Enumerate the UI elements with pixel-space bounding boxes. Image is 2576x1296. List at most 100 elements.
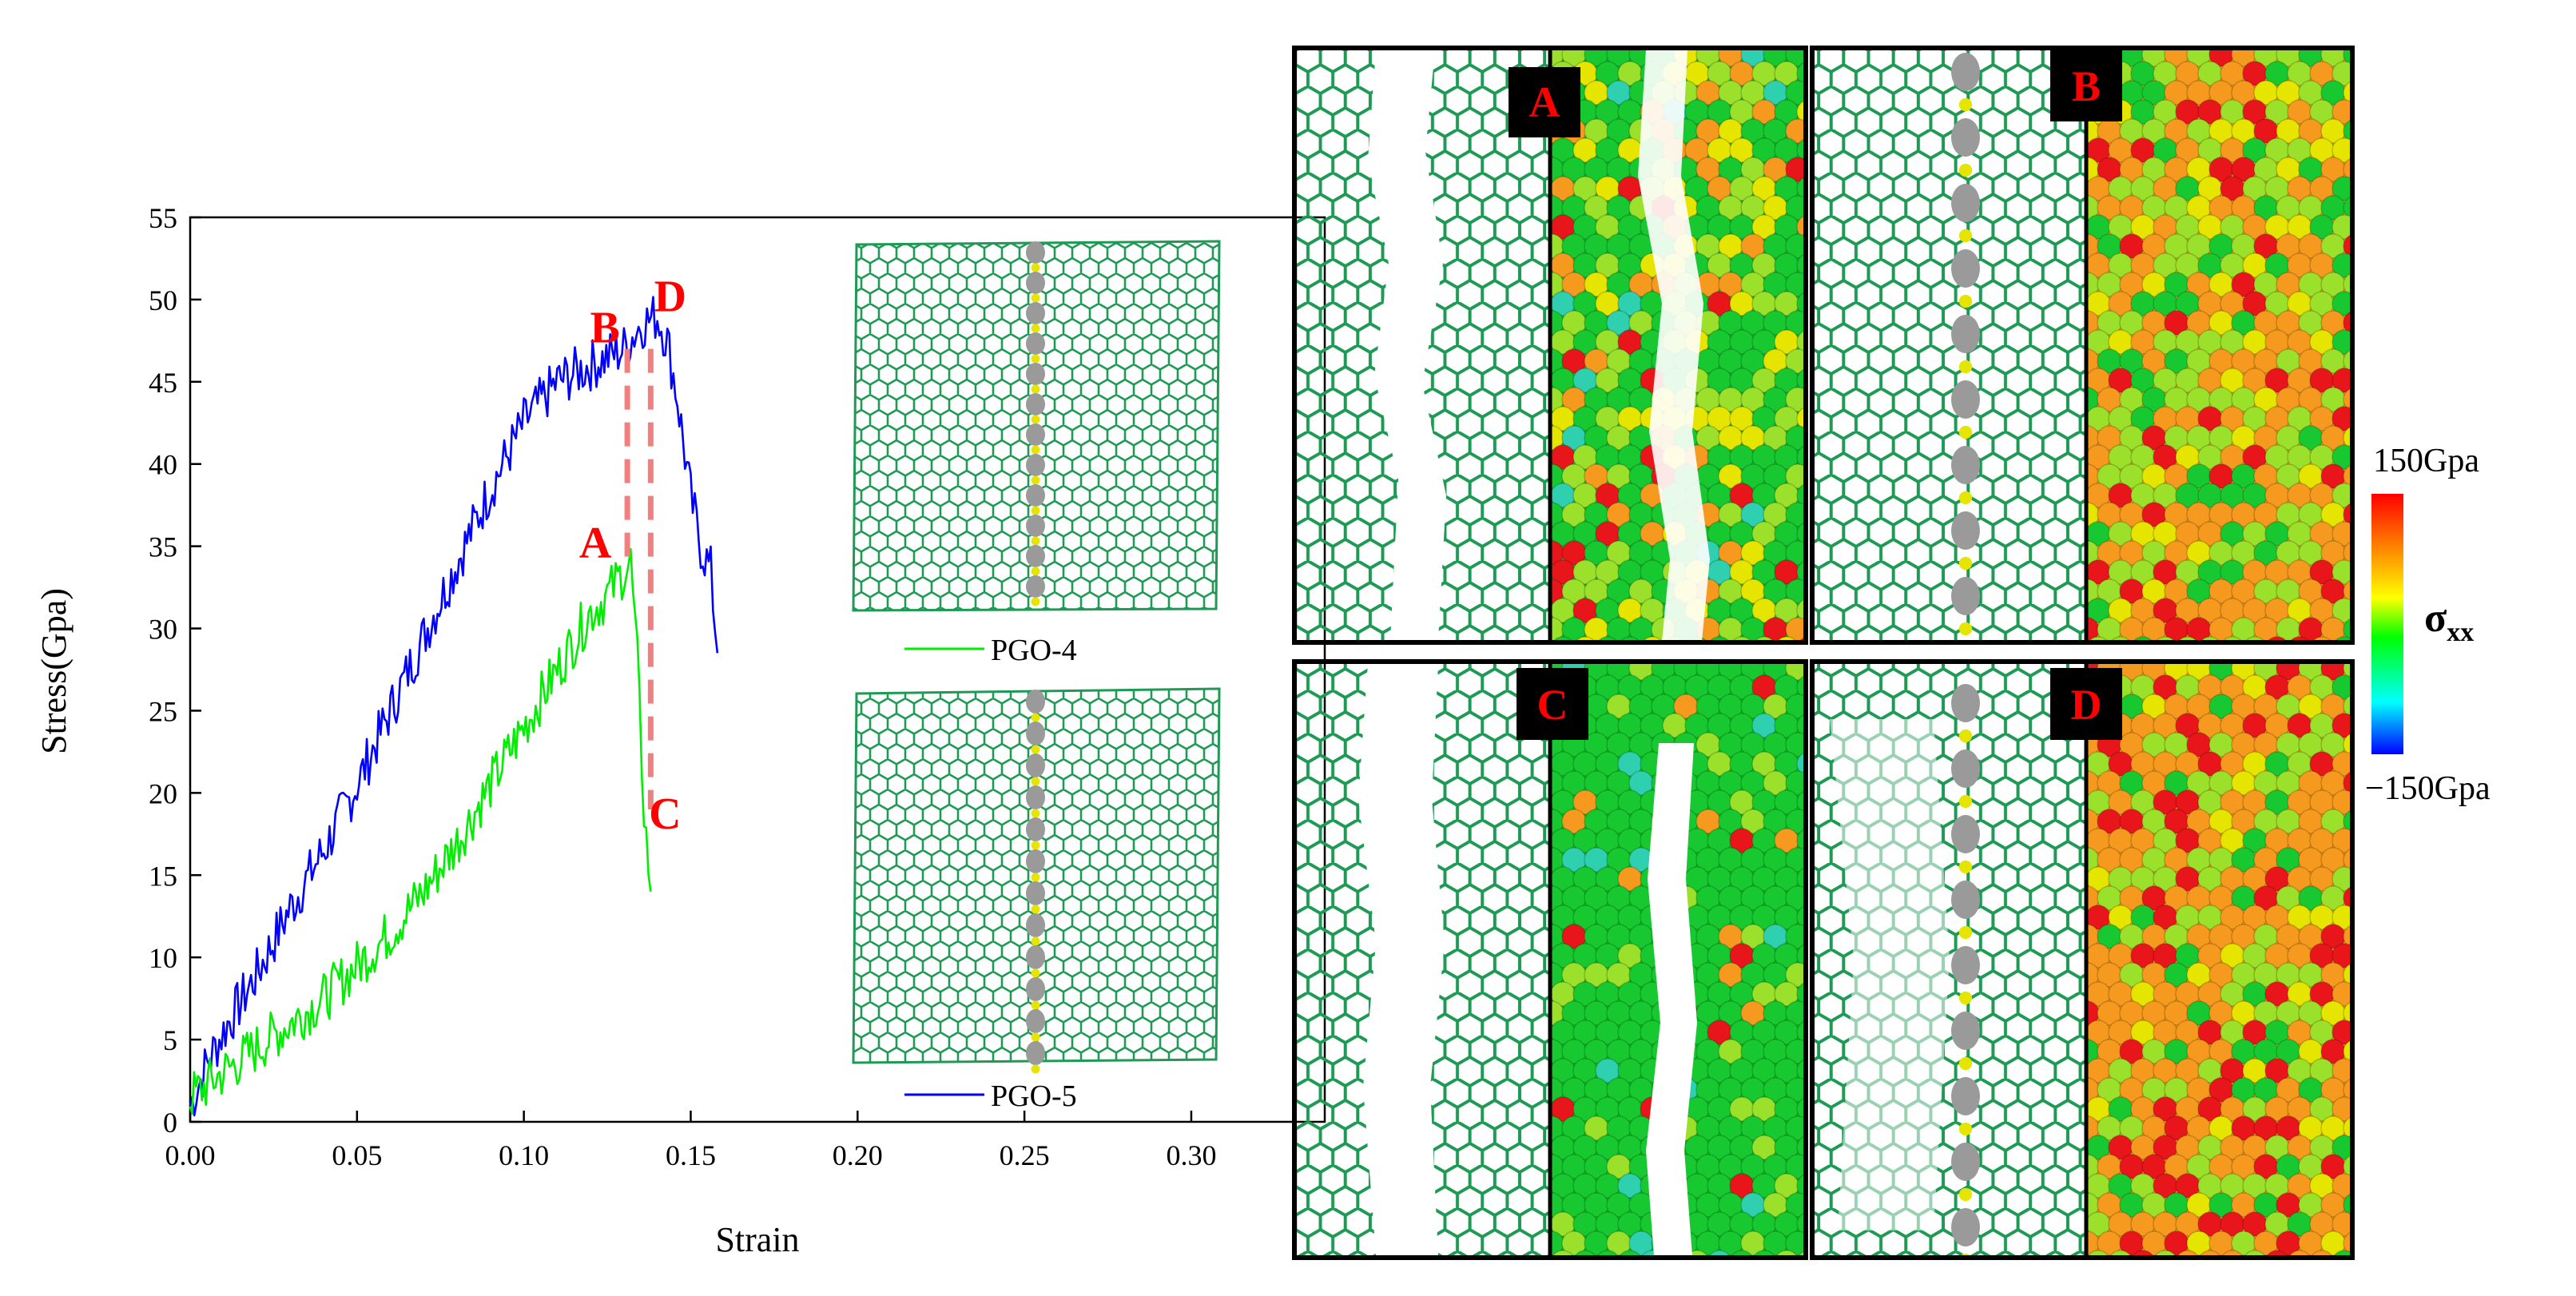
panel-d-label-box [2050,668,2122,740]
pore [1951,1143,1980,1181]
atom [2343,388,2351,411]
atom [2177,636,2198,641]
pore [1951,684,1980,722]
panel-b-pores [1951,53,1980,636]
panel-a-crack [1368,50,1446,641]
panel-d-open-region [1830,719,1950,1230]
atom [2244,1250,2266,1256]
functional-atom [1031,536,1040,546]
functional-atom [1958,229,1973,243]
inset-pore-column [1026,690,1045,1074]
atom [1731,636,1752,641]
colorbar-min-label: −150Gpa [2365,770,2491,807]
functional-atom [1031,841,1040,850]
panel-a-label-box [1509,67,1580,137]
y-tick-label: 55 [149,202,177,234]
pore [1026,423,1045,446]
colorbar-gradient [2371,494,2403,754]
atom [1709,636,1730,641]
panel-d-frame [1810,659,2355,1260]
atom [1796,982,1804,1006]
atom [2332,1135,2351,1160]
functional-atom [1958,556,1973,570]
atom [2222,636,2243,641]
atom [1785,195,1804,221]
atom [2288,1250,2311,1256]
functional-atom [1031,475,1040,485]
atom [2343,1078,2351,1102]
functional-atom [1958,1056,1973,1071]
x-tick-label: 0.15 [666,1139,716,1171]
functional-atom [1958,491,1973,505]
atom [1785,1000,1804,1026]
atom [1785,770,1804,796]
atom [2334,636,2351,641]
atom [1785,1154,1804,1179]
point-label-b: B [590,304,619,353]
panel-c-crack [1358,663,1445,1256]
pore [1951,118,1980,157]
atom [2343,579,2351,603]
atom [2199,1250,2221,1256]
atom [2332,521,2351,547]
pore [1951,446,1980,484]
atom [2343,1001,2351,1025]
pore [1026,817,1045,841]
pore [1951,946,1980,984]
atom [1785,540,1804,566]
y-axis-ticks: 0 5 10 15 20 25 30 35 40 45 50 55 [149,202,201,1139]
functional-atom [1031,745,1040,754]
pore [1026,363,1045,385]
functional-atom [1031,293,1040,303]
atom [2343,848,2351,872]
atom [1785,80,1804,105]
atom [1796,867,1804,891]
atom [1796,368,1804,392]
atom [2343,464,2351,488]
functional-atom [1031,506,1040,515]
y-tick-label: 45 [149,367,177,399]
point-label-d: D [654,272,686,321]
atom [1785,463,1804,489]
legend-label-pgo4: PGO-4 [991,634,1077,667]
pore [1026,393,1045,415]
atom [2155,636,2176,641]
atom [1785,157,1804,182]
functional-atom [1958,97,1973,112]
pore [1026,913,1045,937]
atom [1552,636,1573,641]
atom [1785,1039,1804,1064]
atom [1785,663,1804,681]
atom [1796,215,1804,239]
atom [2343,963,2351,987]
atom [2311,1250,2333,1256]
panel-c-crack-atoms [1646,743,1697,1256]
atom [2332,598,2351,623]
colorbar-quantity: σxx [2424,595,2474,647]
functional-atom [1031,445,1040,455]
legend-pgo4: PGO-4 [904,634,1077,667]
atom [2343,196,2351,220]
atom [1796,522,1804,546]
atom [2343,1231,2351,1255]
atom [2343,886,2351,910]
functional-atom [1031,809,1040,818]
atom [1785,885,1804,911]
atom [2176,1250,2199,1256]
y-tick-label: 10 [149,942,177,974]
atom [1731,1250,1753,1256]
atom [1785,348,1804,374]
atom [1708,1250,1731,1256]
pore [1026,690,1045,714]
y-tick-label: 50 [149,284,177,316]
atom [1785,502,1804,527]
y-tick-label: 15 [149,860,177,892]
atom [2343,733,2351,757]
functional-atom [1031,597,1040,606]
atom [1796,598,1804,622]
pore [1026,1041,1045,1065]
inset-pore-column [1026,241,1045,606]
y-tick-label: 35 [149,531,177,563]
